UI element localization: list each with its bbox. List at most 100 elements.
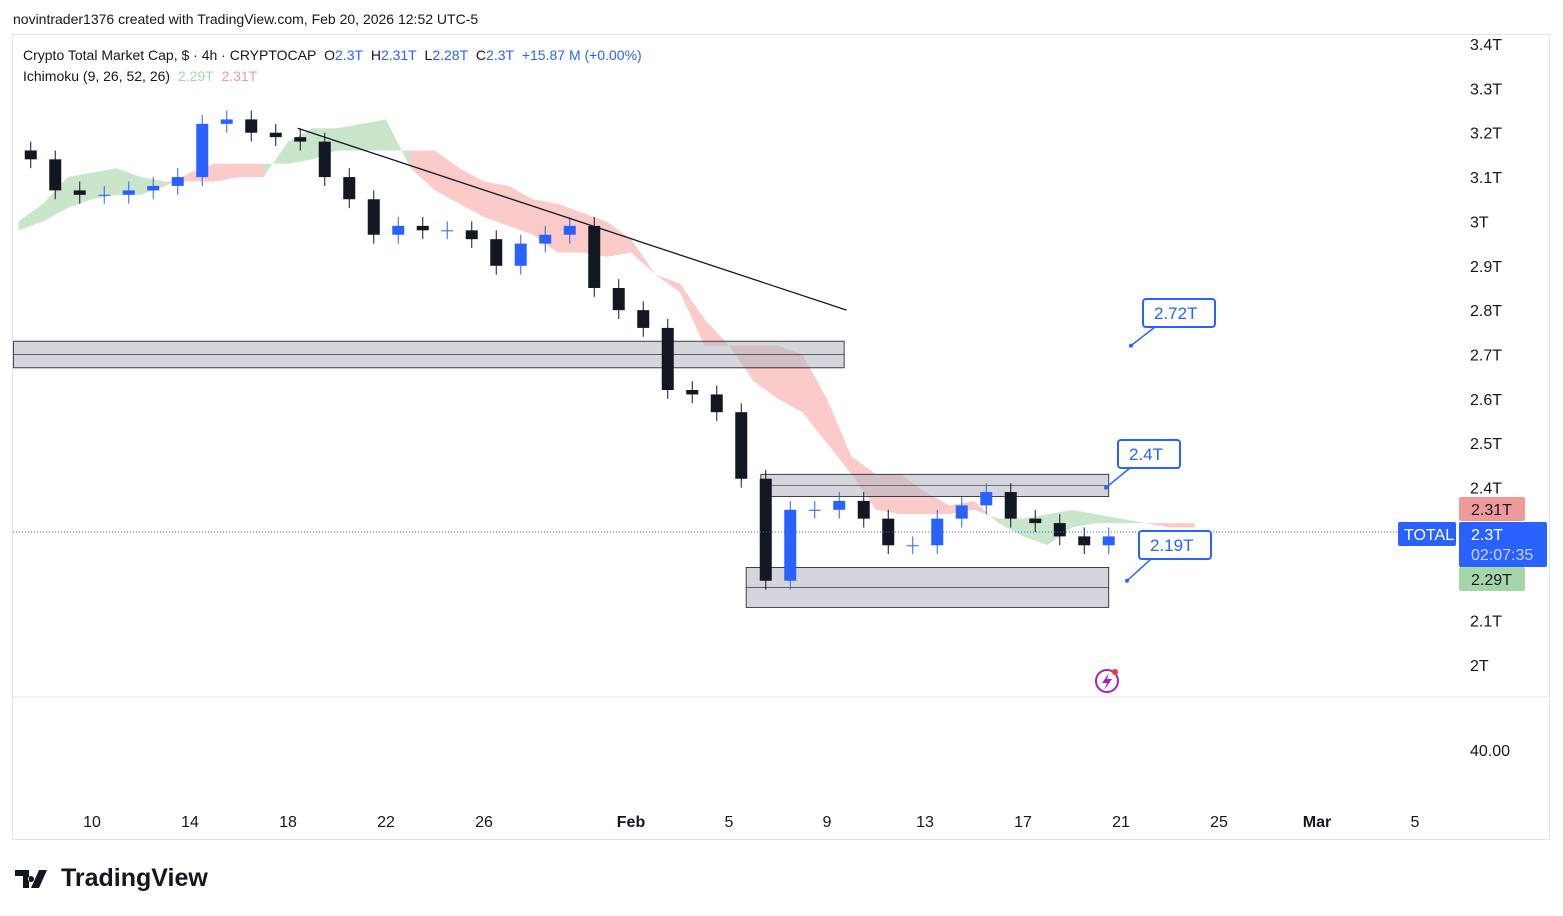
symbol-title[interactable]: Crypto Total Market Cap, $ · 4h · CRYPTO… — [23, 47, 317, 63]
candle-body — [882, 518, 895, 546]
ichimoku-cloud-segment — [802, 354, 827, 444]
x-tick-label: 13 — [916, 814, 934, 831]
y-tick-label: 2.6T — [1470, 392, 1502, 409]
candle-body — [588, 225, 601, 288]
candle-body — [318, 141, 331, 178]
candle-body — [710, 394, 723, 413]
x-tick-label: Feb — [617, 814, 646, 831]
ichimoku-cloud-segment — [263, 141, 288, 178]
x-tick-label: 17 — [1014, 814, 1032, 831]
candle-body — [857, 500, 870, 519]
indicator-value-1: 2.29T — [177, 68, 214, 84]
candle-body — [612, 287, 625, 311]
indicator-title[interactable]: Ichimoku (9, 26, 52, 26) — [23, 68, 171, 84]
lower-tag-bg — [1459, 567, 1525, 591]
candle-body — [1004, 492, 1017, 519]
ichimoku-cloud-segment — [18, 203, 43, 231]
candle-body — [955, 505, 968, 519]
logo-text: TradingView — [61, 864, 208, 892]
ichimoku-cloud-segment — [704, 319, 729, 346]
y-tick-label: 2.1T — [1470, 614, 1502, 631]
candle-body — [1053, 523, 1066, 537]
callout-box — [1117, 439, 1181, 469]
chart-credit: novintrader1376 created with TradingView… — [13, 11, 479, 27]
ichimoku-cloud-segment — [92, 168, 117, 200]
x-tick-label: Mar — [1303, 814, 1331, 831]
ichimoku-cloud-segment — [508, 185, 533, 235]
ichimoku-cloud-segment — [1170, 523, 1195, 528]
candle-body — [637, 310, 650, 328]
upper-tag-bg — [1459, 497, 1525, 521]
candle-body — [539, 234, 552, 244]
y-tick-label: 2.9T — [1470, 259, 1502, 276]
high-value: 2.31T — [380, 47, 417, 63]
candle-body — [808, 509, 821, 511]
candle-body — [24, 150, 37, 160]
ichimoku-cloud-segment — [214, 163, 239, 182]
candle-body — [73, 190, 86, 195]
candle-body — [465, 230, 478, 240]
candle-body — [1078, 536, 1091, 546]
ichimoku-cloud-segment — [1072, 509, 1097, 528]
chart-legend: Crypto Total Market Cap, $ · 4h · CRYPTO… — [23, 45, 642, 87]
callout-label: 2.19T — [1150, 536, 1193, 555]
candle-body — [98, 194, 111, 196]
ichimoku-cloud-segment — [337, 123, 362, 151]
ichimoku-cloud-segment — [116, 168, 141, 195]
candle-body — [416, 225, 429, 231]
x-tick-label: 21 — [1112, 814, 1130, 831]
trendline — [297, 127, 847, 311]
candle-body — [196, 123, 209, 178]
candle-body — [490, 239, 503, 266]
indicator-pane-label: 40.00 — [1470, 743, 1510, 760]
last-price-tag: 2.3T — [1471, 527, 1503, 544]
open-value: 2.3T — [335, 47, 364, 63]
callout-label: 2.4T — [1129, 445, 1163, 464]
candle-body — [686, 390, 699, 395]
ichimoku-cloud-segment — [827, 398, 852, 475]
candle-body — [441, 230, 454, 232]
lower-tag: 2.29T — [1471, 572, 1512, 589]
low-label: L — [424, 47, 433, 63]
y-tick-label: 2.7T — [1470, 348, 1502, 365]
ichimoku-cloud-segment — [484, 181, 509, 226]
callout-anchor — [1104, 485, 1108, 490]
candle-body — [833, 500, 846, 510]
close-value: 2.3T — [486, 47, 515, 63]
callout-pointer — [1105, 467, 1131, 489]
ichimoku-cloud-segment — [386, 119, 411, 169]
candle-body — [245, 119, 258, 133]
x-tick-label: 22 — [377, 814, 395, 831]
callout-box — [1138, 530, 1212, 560]
x-tick-label: 5 — [1411, 814, 1420, 831]
ichimoku-cloud-segment — [361, 119, 386, 151]
ichimoku-cloud-segment — [1096, 514, 1121, 524]
candle-body — [392, 225, 405, 235]
tradingview-logo[interactable]: TradingView — [15, 864, 208, 893]
candle-body — [367, 199, 380, 235]
callout-anchor — [1125, 578, 1129, 583]
symbol-tag-bg — [1398, 522, 1456, 546]
ichimoku-cloud-segment — [410, 150, 435, 191]
ichimoku-cloud-segment — [459, 168, 484, 218]
ichimoku-cloud-segment — [239, 163, 264, 178]
high-label: H — [370, 47, 381, 63]
y-tick-label: 3.2T — [1470, 126, 1502, 143]
x-tick-label: 14 — [181, 814, 199, 831]
candle-body — [269, 132, 282, 138]
chart-frame — [12, 34, 1550, 840]
ichimoku-cloud-segment — [680, 283, 705, 346]
x-tick-label: 9 — [823, 814, 832, 831]
y-tick-label: 2T — [1470, 658, 1489, 675]
callout-box — [1142, 298, 1216, 328]
y-tick-label: 3.4T — [1470, 37, 1502, 54]
candle-body — [49, 159, 62, 191]
countdown-tag: 02:07:35 — [1471, 547, 1533, 564]
candle-body — [1029, 518, 1042, 524]
last-price-tag-bg — [1459, 522, 1547, 567]
x-tick-label: 5 — [725, 814, 734, 831]
callout-anchor — [1129, 343, 1133, 348]
ichimoku-cloud-segment — [631, 239, 656, 275]
candle-body — [661, 327, 674, 391]
